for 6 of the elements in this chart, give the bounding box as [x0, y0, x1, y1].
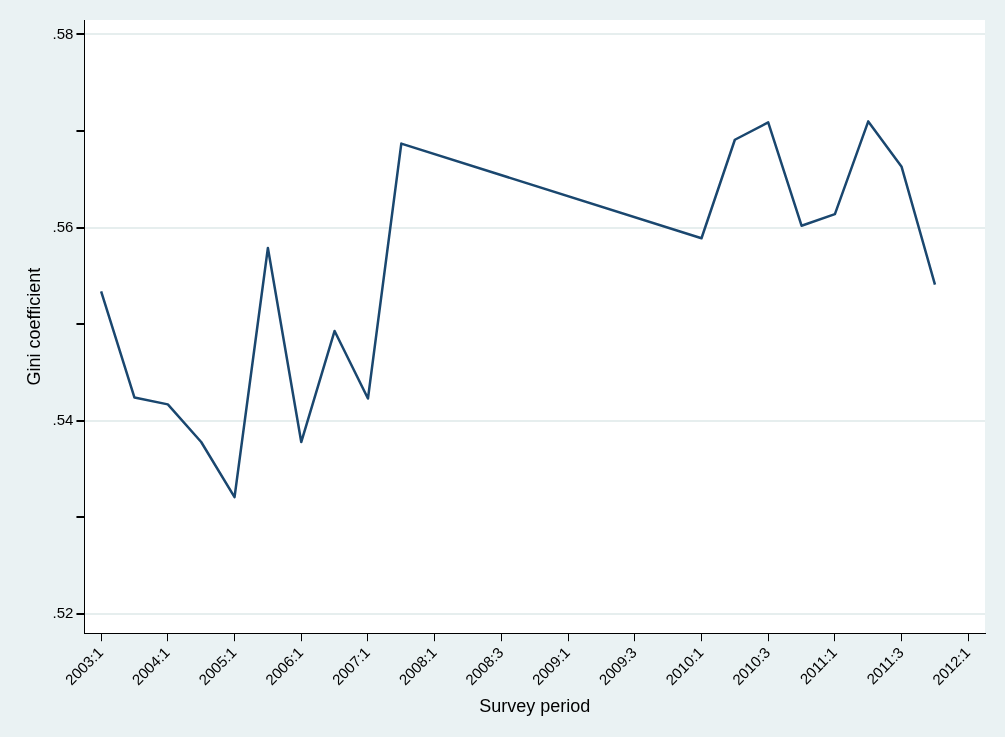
- x-axis-title: Survey period: [479, 696, 591, 717]
- y-tick-label: .54: [52, 410, 74, 428]
- y-axis-title: Gini coefficient: [23, 267, 44, 386]
- y-tick-label: .52: [52, 604, 74, 622]
- y-tick-label: .58: [52, 24, 74, 42]
- y-tick-label: .56: [52, 217, 74, 235]
